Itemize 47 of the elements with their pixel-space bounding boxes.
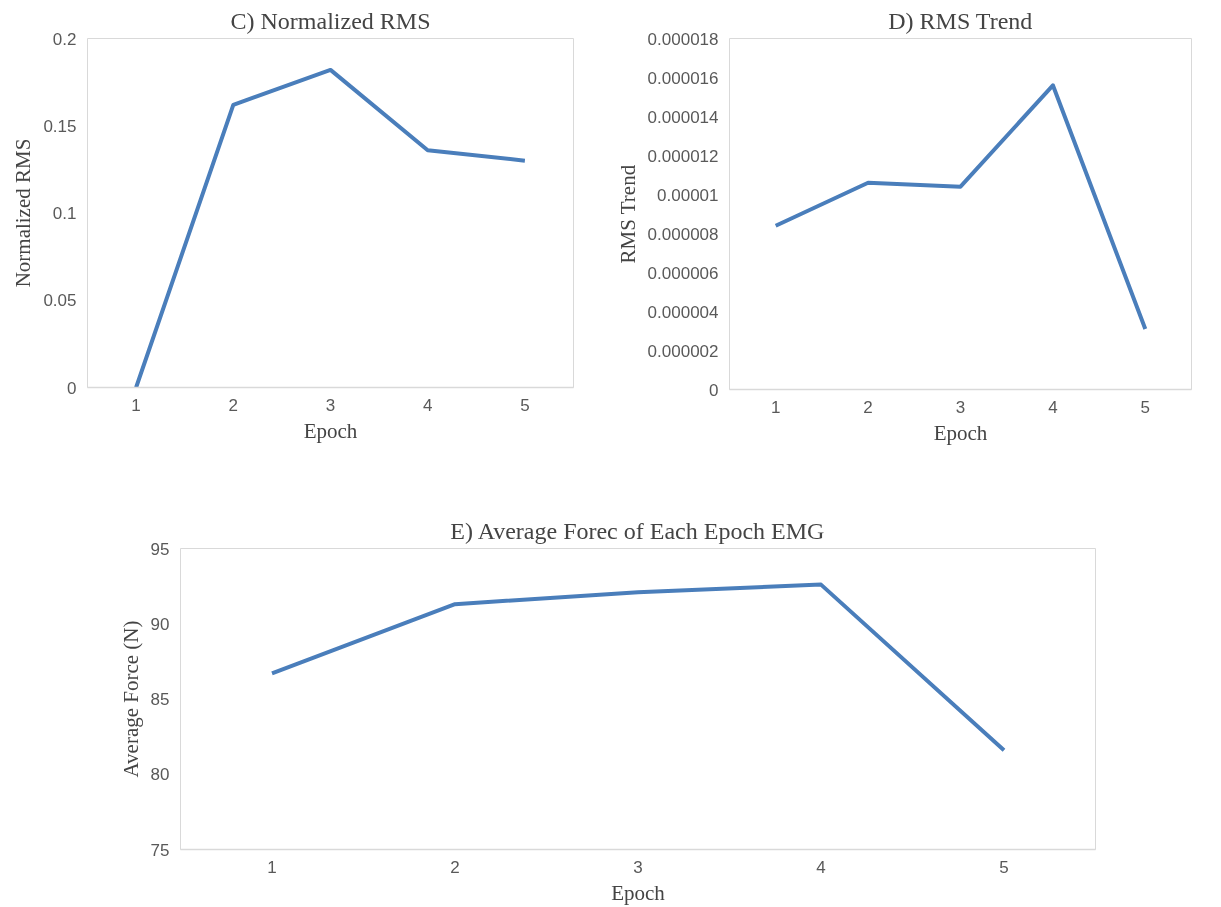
line-series [773,83,1148,332]
x-tick-label: 2 [863,397,873,417]
chart-title: C) Normalized RMS [230,7,431,34]
y-tick-label: 0.000018 [647,29,719,49]
y-tick-label: 0.000014 [647,107,719,127]
y-tick-label: 75 [150,840,170,860]
y-tick-label: 0.000012 [647,146,719,166]
y-tick-label: 85 [150,690,170,709]
x-axis-title: Epoch [303,418,358,443]
x-tick-label: 4 [816,857,826,877]
x-tick-label: 5 [1140,397,1151,417]
line-series [270,582,1006,753]
y-tick-label: 95 [150,539,170,559]
y-tick-label: 0.000006 [647,263,719,283]
y-tick-label: 0 [709,380,719,400]
y-axis-title: RMS Trend [615,164,640,264]
x-tick-label: 2 [228,395,239,415]
y-tick-label: 0 [67,378,77,398]
y-tick-label: 0.05 [43,291,77,311]
y-tick-label: 0.15 [43,116,77,136]
line-series [134,67,527,388]
y-tick-label: 0.000002 [647,341,719,361]
x-tick-label: 2 [450,857,460,877]
x-axis-title: Epoch [611,880,666,905]
y-tick-label: 90 [150,614,170,634]
y-axis-title: Average Force (N) [118,620,143,778]
x-tick-label: 1 [267,857,277,877]
x-tick-label: 5 [520,395,530,415]
x-tick-label: 1 [770,397,781,417]
x-axis-title: Epoch [933,420,988,445]
x-tick-label: 1 [131,395,141,415]
y-tick-label: 0.1 [52,204,77,223]
chart-title: D) RMS Trend [888,7,1033,34]
y-tick-label: 0.000004 [647,302,719,322]
x-tick-label: 4 [1048,397,1058,417]
y-tick-label: 0.00001 [657,185,719,205]
x-tick-label: 5 [999,857,1009,877]
y-tick-label: 80 [150,765,170,785]
x-tick-label: 4 [422,395,433,415]
x-tick-label: 3 [955,397,966,417]
y-tick-label: 0.000008 [647,224,719,244]
y-tick-label: 0.000016 [647,68,719,88]
x-tick-label: 3 [325,395,336,415]
x-tick-label: 3 [633,857,643,877]
chart-title: E) Average Forec of Each Epoch EMG [450,517,825,544]
y-tick-label: 0.2 [52,29,77,49]
y-axis-title: Normalized RMS [11,138,36,288]
